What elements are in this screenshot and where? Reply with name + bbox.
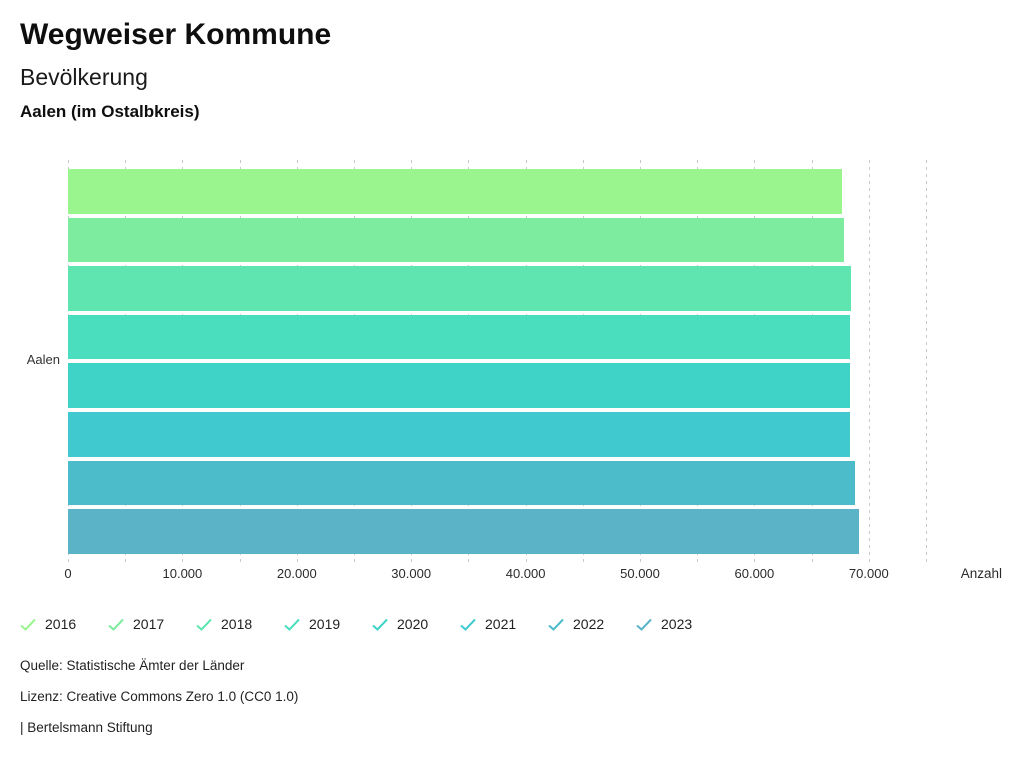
bar-2017[interactable] [68, 217, 845, 263]
bar-2020[interactable] [68, 363, 851, 408]
gridline [926, 160, 927, 562]
gridline [182, 160, 184, 562]
x-tick-label: 0 [64, 566, 72, 581]
x-axis-unit-label: Anzahl [960, 566, 1002, 581]
legend-label: 2016 [45, 616, 77, 632]
legend-label: 2022 [573, 616, 605, 632]
gridline [125, 160, 127, 562]
bar-2022[interactable] [68, 460, 856, 506]
gridline [68, 160, 69, 562]
x-tick-label: 30.000 [391, 566, 432, 581]
bar-2023[interactable] [68, 509, 859, 554]
gridline [468, 160, 470, 562]
chart-subtitle: Bevölkerung [20, 64, 148, 90]
gridline [754, 160, 756, 562]
x-axis: 0 10.000 20.000 30.000 40.000 50.000 60.000 70.… [0, 566, 1024, 584]
check-icon [196, 618, 212, 631]
gridline [811, 160, 813, 562]
check-icon [372, 618, 388, 631]
legend-label: 2018 [221, 616, 253, 632]
y-axis-category-label: Aalen [26, 352, 60, 367]
x-tick-label: 70.000 [848, 566, 889, 581]
check-icon [548, 618, 564, 631]
gridline [239, 160, 241, 562]
gridline [582, 160, 584, 562]
legend-label: 2017 [133, 616, 165, 632]
footer-source: Quelle: Statistische Ämter der Länder [20, 658, 245, 673]
footer-attribution: | Bertelsmann Stiftung [20, 720, 153, 735]
check-icon [108, 618, 124, 631]
legend-item-2017[interactable]: 2017 [108, 616, 196, 632]
legend-item-2019[interactable]: 2019 [284, 616, 372, 632]
legend-label: 2021 [485, 616, 517, 632]
bar-2021[interactable] [68, 412, 851, 457]
x-tick-label: 10.000 [162, 566, 203, 581]
legend-label: 2023 [661, 616, 693, 632]
app-title: Wegweiser Kommune [20, 18, 332, 51]
check-icon [284, 618, 300, 631]
gridline [868, 160, 870, 562]
gridline [354, 160, 355, 562]
x-tick-label: 50.000 [620, 566, 660, 581]
chart-location: Aalen (im Ostalbkreis) [20, 102, 200, 121]
gridline [697, 160, 699, 562]
gridline [525, 160, 527, 562]
x-tick-label: 40.000 [505, 566, 546, 581]
x-tick-label: 20.000 [276, 566, 317, 581]
check-icon [636, 618, 652, 631]
gridline [411, 160, 413, 562]
check-icon [20, 618, 36, 631]
gridline [296, 160, 298, 562]
plot-area [68, 160, 930, 562]
x-tick-label: 60.000 [734, 566, 775, 581]
gridline [640, 160, 641, 562]
bar-2018[interactable] [68, 266, 851, 311]
bar-2016[interactable] [68, 169, 843, 214]
legend-label: 2019 [309, 616, 341, 632]
bar-2019[interactable] [68, 314, 851, 360]
legend-item-2022[interactable]: 2022 [548, 616, 636, 632]
check-icon [460, 618, 476, 631]
legend: 2016 2017 2018 2019 2020 2021 2022 2023 [20, 616, 724, 632]
legend-item-2016[interactable]: 2016 [20, 616, 108, 632]
legend-item-2021[interactable]: 2021 [460, 616, 548, 632]
footer-license: Lizenz: Creative Commons Zero 1.0 (CC0 1… [20, 689, 299, 704]
legend-label: 2020 [397, 616, 429, 632]
legend-item-2018[interactable]: 2018 [196, 616, 284, 632]
legend-item-2020[interactable]: 2020 [372, 616, 460, 632]
legend-item-2023[interactable]: 2023 [636, 616, 724, 632]
